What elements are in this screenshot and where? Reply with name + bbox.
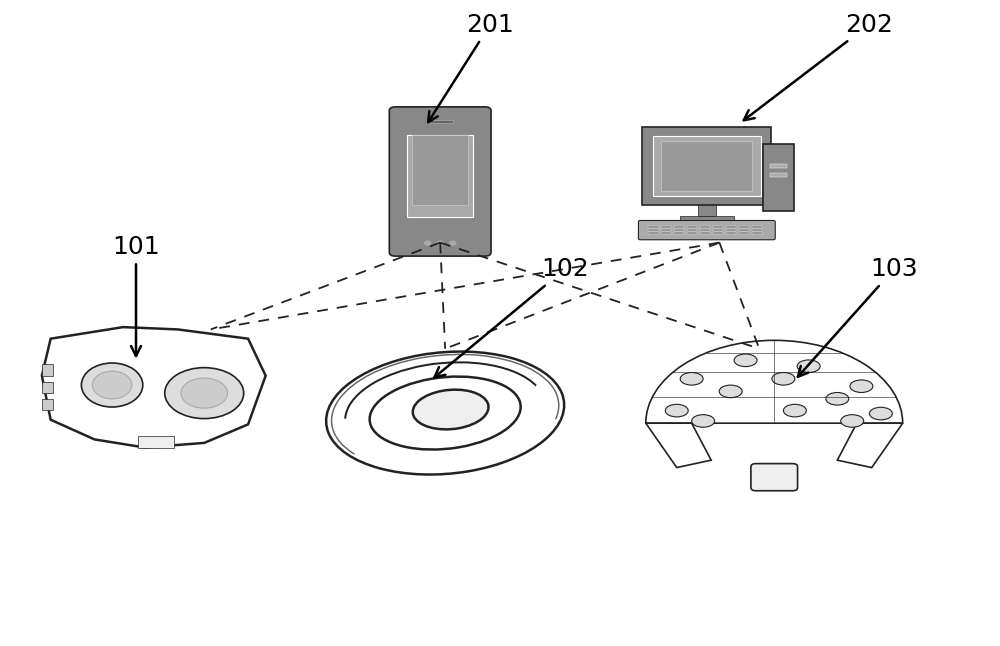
Circle shape [181,378,228,408]
Bar [752,229,762,231]
Ellipse shape [92,371,132,399]
Bar [648,229,659,231]
Bar [763,144,794,211]
Bar [698,205,716,216]
Ellipse shape [719,385,742,398]
Text: 103: 103 [798,257,918,377]
Text: 101: 101 [112,234,160,356]
Bar [648,225,659,228]
Ellipse shape [326,351,564,475]
Bar [687,232,697,234]
Bar [42,399,53,410]
Bar [642,127,771,205]
Bar [674,229,684,231]
Ellipse shape [772,373,795,385]
Circle shape [424,241,431,245]
Polygon shape [646,423,711,468]
FancyBboxPatch shape [638,220,775,240]
Ellipse shape [81,363,143,407]
Bar [428,120,453,123]
Bar [739,232,749,234]
Bar [687,229,697,231]
Ellipse shape [869,407,892,420]
Bar [687,225,697,228]
Ellipse shape [665,404,688,417]
Bar [661,232,671,234]
Bar [42,364,53,376]
Bar [680,216,734,220]
Bar [661,225,671,228]
FancyBboxPatch shape [751,464,798,491]
Bar [752,232,762,234]
Bar [713,232,723,234]
Circle shape [165,368,244,419]
FancyBboxPatch shape [389,107,491,256]
Polygon shape [837,423,903,468]
Bar [138,436,174,448]
Bar [674,225,684,228]
Bar [752,225,762,228]
Ellipse shape [826,393,849,405]
Bar [674,232,684,234]
Ellipse shape [692,415,715,427]
Wedge shape [646,340,903,423]
Text: 202: 202 [744,13,893,120]
Bar [726,225,736,228]
Bar [648,232,659,234]
Circle shape [437,241,444,245]
Text: 102: 102 [434,257,589,377]
Bar [726,232,736,234]
Bar [739,225,749,228]
Ellipse shape [413,390,489,430]
Ellipse shape [841,415,864,427]
Ellipse shape [370,377,521,450]
Bar [700,225,710,228]
Bar [713,229,723,231]
Bar [770,173,787,177]
Bar [700,232,710,234]
Bar [700,229,710,231]
Bar [661,229,671,231]
Circle shape [449,241,456,245]
Bar [739,229,749,231]
Ellipse shape [680,373,703,385]
Bar [653,136,761,196]
Bar [713,225,723,228]
Ellipse shape [734,354,757,366]
Bar [412,135,468,205]
Bar [661,141,752,191]
Text: 201: 201 [428,13,514,122]
Bar [407,135,473,217]
Bar [770,164,787,168]
Polygon shape [42,327,266,448]
Bar [42,382,53,393]
Ellipse shape [783,404,806,417]
Ellipse shape [850,380,873,393]
Bar [726,229,736,231]
Ellipse shape [797,360,820,373]
